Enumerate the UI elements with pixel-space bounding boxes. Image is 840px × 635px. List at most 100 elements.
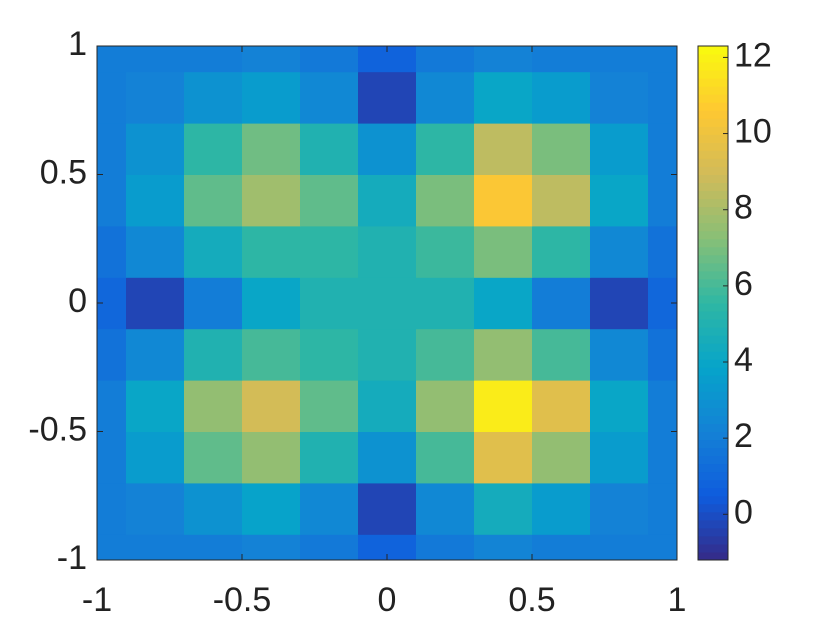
heatmap-cell — [300, 225, 359, 278]
heatmap-cell — [358, 482, 417, 535]
colorbar-tick-label: 12 — [734, 36, 772, 74]
colorbar-segment — [698, 182, 728, 192]
colorbar-segment — [698, 214, 728, 224]
colorbar-segment — [698, 463, 728, 473]
heatmap-cell — [532, 225, 591, 278]
colorbar-segment — [698, 487, 728, 497]
heatmap-cell — [300, 174, 359, 227]
heatmap-cell — [184, 534, 243, 560]
heatmap-cell — [416, 328, 475, 381]
colorbar-segment — [698, 495, 728, 505]
heatmap-cell — [532, 534, 591, 560]
colorbar-segment — [698, 286, 728, 296]
heatmap-cell — [184, 277, 243, 330]
heatmap-cell — [474, 431, 533, 484]
heatmap-cell — [97, 174, 127, 227]
heatmap-cell — [358, 71, 417, 124]
heatmap-cell — [126, 71, 185, 124]
colorbar-segment — [698, 519, 728, 529]
colorbar-tick-label: 8 — [734, 189, 753, 227]
colorbar-segment — [698, 222, 728, 232]
heatmap-cell — [474, 174, 533, 227]
heatmap-cell — [590, 328, 649, 381]
colorbar-segment — [698, 311, 728, 320]
heatmap-cell — [532, 71, 591, 124]
heatmap-cell — [300, 328, 359, 381]
colorbar-segment — [698, 391, 728, 400]
colorbar-segment — [698, 102, 728, 111]
heatmap-cell — [97, 482, 127, 535]
heatmap-cell — [416, 46, 475, 73]
colorbar-segment — [698, 230, 728, 240]
heatmap-cell — [97, 380, 127, 432]
heatmap-cell — [358, 174, 417, 227]
heatmap-cell — [648, 534, 677, 560]
heatmap-cell — [474, 277, 533, 330]
colorbar-segment — [698, 198, 728, 208]
heatmap-cell — [648, 328, 677, 381]
heatmap-cell — [97, 46, 127, 73]
heatmap-cell — [242, 225, 301, 278]
heatmap-cell — [300, 123, 359, 175]
colorbar-segment — [698, 343, 728, 352]
heatmap-cell — [242, 71, 301, 124]
heatmap-cell — [416, 482, 475, 535]
heatmap-cell — [184, 431, 243, 484]
y-tick-label: -1 — [57, 539, 87, 577]
colorbar-segment — [698, 294, 728, 304]
colorbar-segment — [698, 190, 728, 200]
heatmap-cell — [97, 431, 127, 484]
colorbar-segment — [698, 246, 728, 256]
heatmap-cell — [474, 380, 533, 432]
y-tick-label: 0 — [68, 282, 87, 320]
heatmap-cell — [97, 225, 127, 278]
heatmap-cell — [358, 380, 417, 432]
colorbar-segment — [698, 383, 728, 392]
heatmap-cell — [648, 482, 677, 535]
colorbar-tick-label: 2 — [734, 417, 753, 455]
heatmap-cell — [648, 71, 677, 124]
colorbar-segment — [698, 206, 728, 216]
colorbar-segment — [698, 511, 728, 521]
colorbar-segment — [698, 543, 728, 553]
heatmap-cell — [590, 380, 649, 432]
heatmap-cell — [358, 431, 417, 484]
heatmap-cell — [300, 482, 359, 535]
colorbar-segment — [698, 174, 728, 184]
colorbar-frame — [697, 45, 729, 561]
heatmap-cell — [242, 46, 301, 73]
colorbar-tick-label: 10 — [734, 113, 772, 151]
colorbar-segment — [698, 110, 728, 119]
colorbar-segment — [698, 238, 728, 248]
colorbar-segment — [698, 367, 728, 376]
heatmap-cell — [532, 380, 591, 432]
heatmap-cell — [126, 225, 185, 278]
heatmap-cell — [474, 123, 533, 175]
heatmap-cells — [97, 46, 677, 560]
heatmap-cell — [300, 534, 359, 560]
colorbar-segment — [698, 270, 728, 280]
colorbar-segment — [698, 86, 728, 95]
heatmap-cell — [184, 225, 243, 278]
x-tick-label: 0.5 — [508, 581, 555, 619]
colorbar-segment — [698, 351, 728, 360]
colorbar-tick-label: 0 — [734, 493, 753, 531]
heatmap-cell — [242, 123, 301, 175]
heatmap-cell — [590, 277, 649, 330]
colorbar-segment — [698, 134, 728, 143]
heatmap-cell — [126, 277, 185, 330]
heatmap-cell — [474, 534, 533, 560]
colorbar-segment — [698, 455, 728, 465]
heatmap-cell — [416, 123, 475, 175]
heatmap-cell — [126, 328, 185, 381]
colorbar-segment — [698, 319, 728, 328]
heatmap-cell — [242, 277, 301, 330]
colorbar-segment — [698, 471, 728, 481]
colorbar-segment — [698, 375, 728, 384]
colorbar-segment — [698, 551, 728, 561]
heatmap-cell — [532, 277, 591, 330]
heatmap-cell — [590, 123, 649, 175]
colorbar-segment — [698, 327, 728, 336]
heatmap-cell — [590, 482, 649, 535]
